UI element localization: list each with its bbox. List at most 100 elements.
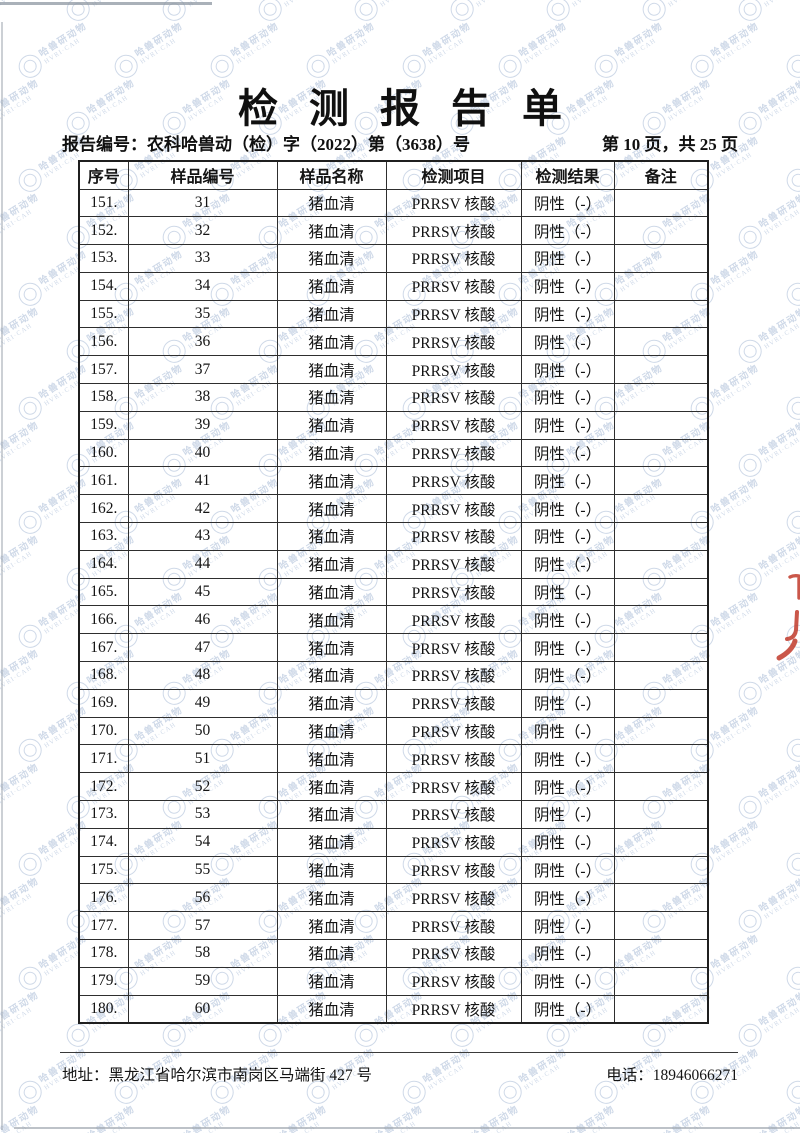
table-cell: 阴性（-）: [520, 688, 615, 718]
table-cell: 猪血清: [276, 188, 387, 218]
table-cell: PRRSV 核酸: [385, 633, 522, 663]
table-cell: 猪血清: [276, 494, 387, 524]
phone-text: 电话：18946066271: [606, 1067, 738, 1084]
table-row: 154. 34 猪血清 PRRSV 核酸 阴性（-）: [78, 271, 709, 301]
table-cell: [613, 466, 709, 496]
table-row: 169. 49 猪血清 PRRSV 核酸 阴性（-）: [78, 688, 709, 718]
table-cell: 50: [127, 716, 278, 746]
table-row: 176. 56 猪血清 PRRSV 核酸 阴性（-）: [78, 883, 709, 913]
col-header-sample-name: 样品名称: [276, 160, 387, 190]
table-cell: 47: [127, 633, 278, 663]
table-cell: 阴性（-）: [520, 188, 615, 218]
table-cell: PRRSV 核酸: [385, 827, 522, 857]
table-cell: PRRSV 核酸: [385, 466, 522, 496]
table-cell: 猪血清: [276, 772, 387, 802]
table-cell: [613, 966, 709, 996]
table-cell: 165.: [78, 577, 129, 607]
table-cell: 172.: [78, 772, 129, 802]
table-cell: [613, 299, 709, 329]
table-cell: [613, 494, 709, 524]
table-cell: [613, 994, 709, 1024]
table-cell: [613, 188, 709, 218]
table-cell: 45: [127, 577, 278, 607]
table-cell: 阴性（-）: [520, 271, 615, 301]
table-cell: PRRSV 核酸: [385, 966, 522, 996]
table-cell: [613, 688, 709, 718]
table-row: 173. 53 猪血清 PRRSV 核酸 阴性（-）: [78, 800, 709, 829]
table-row: 155. 35 猪血清 PRRSV 核酸 阴性（-）: [78, 299, 709, 329]
table-cell: 37: [127, 355, 278, 385]
table-cell: [613, 911, 709, 941]
table-cell: 猪血清: [276, 522, 387, 551]
table-cell: 163.: [78, 522, 129, 551]
table-cell: [613, 522, 709, 551]
table-cell: 猪血清: [276, 716, 387, 746]
table-cell: 阴性（-）: [520, 522, 615, 551]
table-cell: 151.: [78, 188, 129, 218]
table-row: 170. 50 猪血清 PRRSV 核酸 阴性（-）: [78, 716, 709, 746]
table-cell: 阴性（-）: [520, 605, 615, 635]
table-cell: PRRSV 核酸: [385, 772, 522, 802]
table-cell: 阴性（-）: [520, 494, 615, 524]
table-cell: 阴性（-）: [520, 966, 615, 996]
table-cell: 46: [127, 605, 278, 635]
table-row: 171. 51 猪血清 PRRSV 核酸 阴性（-）: [78, 744, 709, 774]
table-cell: [613, 744, 709, 774]
table-cell: 猪血清: [276, 271, 387, 301]
table-cell: 阴性（-）: [520, 410, 615, 440]
table-cell: 39: [127, 410, 278, 440]
table-cell: PRRSV 核酸: [385, 883, 522, 913]
table-cell: 177.: [78, 911, 129, 941]
table-cell: 阴性（-）: [520, 855, 615, 885]
table-cell: 阴性（-）: [520, 883, 615, 913]
table-cell: 猪血清: [276, 299, 387, 329]
scan-edge-left: [1, 22, 3, 1130]
table-cell: 阴性（-）: [520, 577, 615, 607]
col-header-test-result: 检测结果: [520, 160, 615, 190]
table-cell: 56: [127, 883, 278, 913]
table-cell: 58: [127, 939, 278, 968]
table-cell: [613, 883, 709, 913]
table-cell: [613, 605, 709, 635]
table-cell: 阴性（-）: [520, 633, 615, 663]
table-cell: 178.: [78, 939, 129, 968]
table-cell: PRRSV 核酸: [385, 855, 522, 885]
table-cell: 40: [127, 438, 278, 468]
table-cell: 161.: [78, 466, 129, 496]
table-cell: [613, 827, 709, 857]
table-cell: 156.: [78, 327, 129, 357]
table-row: 164. 44 猪血清 PRRSV 核酸 阴性（-）: [78, 549, 709, 579]
table-cell: 54: [127, 827, 278, 857]
table-cell: 60: [127, 994, 278, 1024]
table-cell: 33: [127, 244, 278, 273]
table-cell: 猪血清: [276, 216, 387, 246]
table-cell: 171.: [78, 744, 129, 774]
red-seal-fragment: [776, 573, 800, 661]
table-cell: 42: [127, 494, 278, 524]
table-cell: 176.: [78, 883, 129, 913]
table-cell: 猪血清: [276, 966, 387, 996]
table-cell: 阴性（-）: [520, 716, 615, 746]
table-cell: PRRSV 核酸: [385, 494, 522, 524]
table-cell: 猪血清: [276, 661, 387, 690]
table-row: 158. 38 猪血清 PRRSV 核酸 阴性（-）: [78, 383, 709, 412]
table-cell: PRRSV 核酸: [385, 522, 522, 551]
table-cell: [613, 438, 709, 468]
table-cell: PRRSV 核酸: [385, 355, 522, 385]
table-cell: 猪血清: [276, 549, 387, 579]
table-cell: 阴性（-）: [520, 244, 615, 273]
table-cell: 阴性（-）: [520, 800, 615, 829]
table-cell: 158.: [78, 383, 129, 412]
table-cell: 57: [127, 911, 278, 941]
table-cell: 阴性（-）: [520, 994, 615, 1024]
table-cell: 44: [127, 549, 278, 579]
table-cell: PRRSV 核酸: [385, 299, 522, 329]
table-cell: PRRSV 核酸: [385, 744, 522, 774]
table-cell: [613, 216, 709, 246]
results-table: 序号 样品编号 样品名称 检测项目 检测结果 备注 151. 31 猪血清 PRRSV…: [78, 160, 709, 1024]
table-row: 177. 57 猪血清 PRRSV 核酸 阴性（-）: [78, 911, 709, 941]
footer-divider: [60, 1052, 738, 1053]
table-cell: PRRSV 核酸: [385, 549, 522, 579]
table-cell: [613, 855, 709, 885]
